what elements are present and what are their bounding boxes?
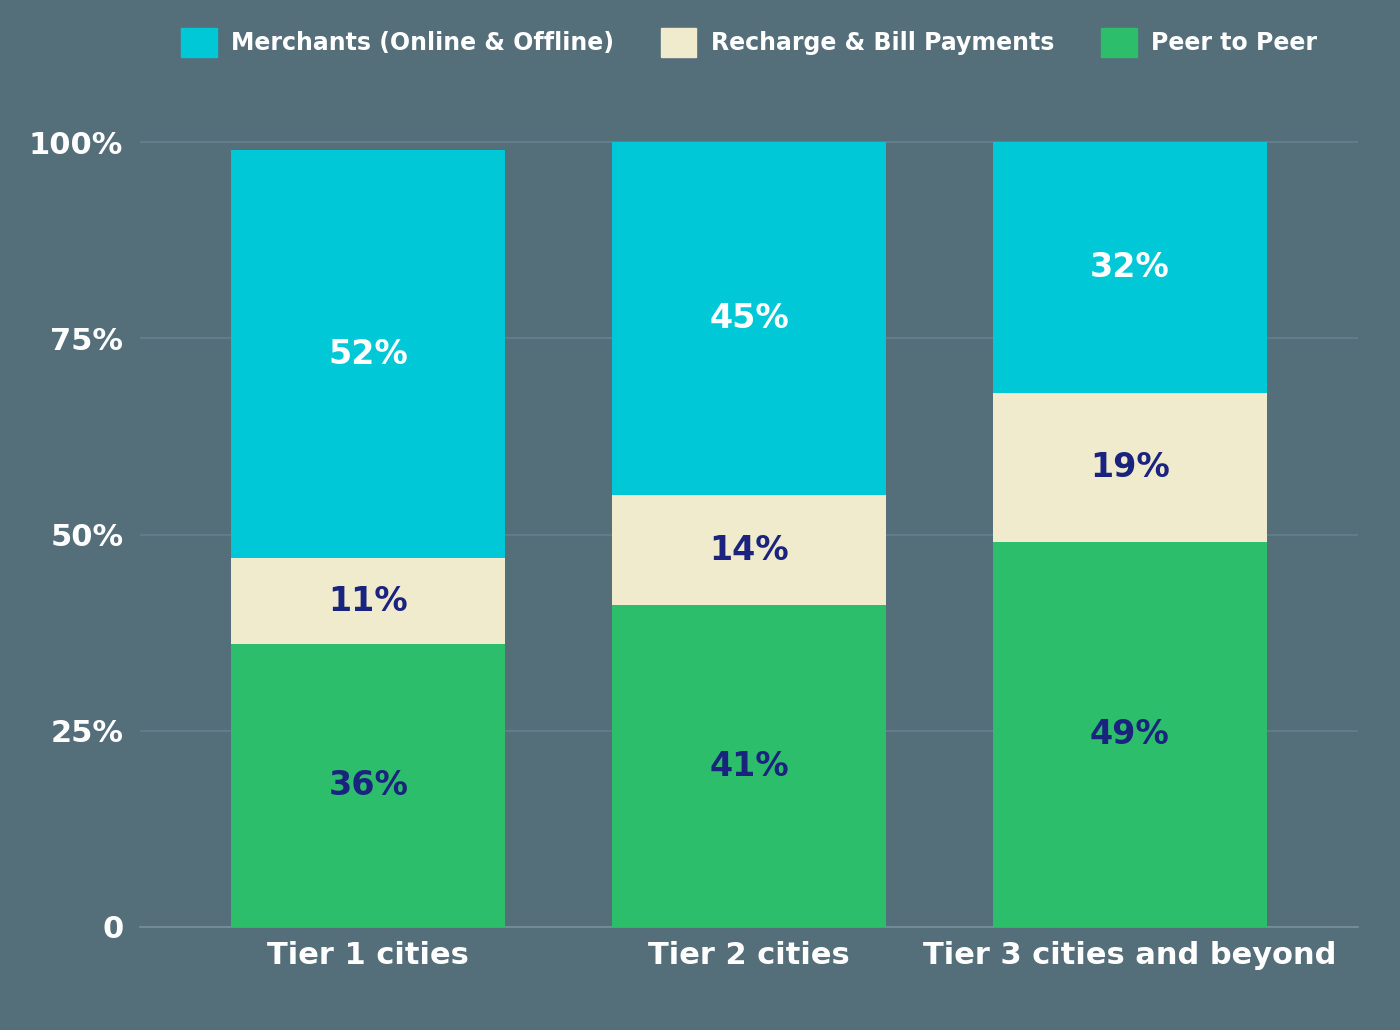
Bar xyxy=(231,150,505,558)
Text: 41%: 41% xyxy=(710,750,788,783)
Bar xyxy=(612,142,886,495)
Bar xyxy=(231,645,505,927)
Text: 36%: 36% xyxy=(329,769,409,802)
Bar xyxy=(231,558,505,645)
Text: 11%: 11% xyxy=(329,585,409,618)
Text: 49%: 49% xyxy=(1089,718,1169,751)
Bar xyxy=(993,543,1267,927)
Bar xyxy=(993,393,1267,543)
Bar xyxy=(993,142,1267,393)
Legend: Merchants (Online & Offline), Recharge & Bill Payments, Peer to Peer: Merchants (Online & Offline), Recharge &… xyxy=(169,15,1329,68)
Bar xyxy=(612,495,886,606)
Text: 14%: 14% xyxy=(710,534,788,566)
Text: 32%: 32% xyxy=(1089,251,1169,284)
Text: 19%: 19% xyxy=(1089,451,1169,484)
Text: 45%: 45% xyxy=(710,303,788,336)
Bar xyxy=(612,606,886,927)
Text: 52%: 52% xyxy=(329,338,409,371)
